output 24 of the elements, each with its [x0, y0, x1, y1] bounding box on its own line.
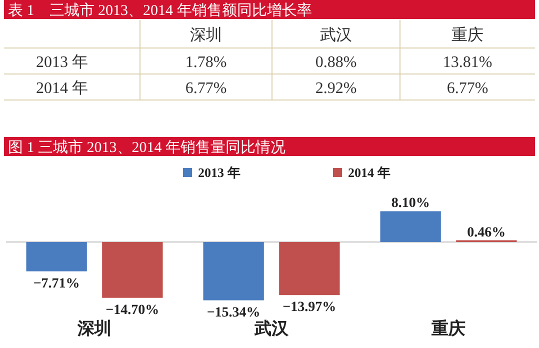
data-label: −13.97%	[282, 300, 336, 316]
data-label: 13.81%	[442, 54, 492, 71]
x-tick-label: 武汉	[254, 319, 290, 339]
data-label: −15.34%	[206, 305, 260, 320]
data-label: −7.71%	[33, 276, 80, 292]
data-label: 6.77%	[185, 80, 227, 97]
x-tick-label: 重庆	[430, 319, 466, 339]
data-label: 0.88%	[315, 54, 357, 71]
legend-label: 2013 年	[198, 165, 240, 180]
category-label: 深圳	[190, 26, 222, 44]
chart-title: 图 1 三城市 2013、2014 年销售量同比情况	[8, 139, 286, 156]
text: 2013 年	[36, 54, 88, 71]
legend-label: 2014 年	[348, 165, 390, 180]
category-label: 重庆	[452, 26, 484, 44]
data-label: −14.70%	[106, 302, 160, 318]
data-label: 6.77%	[446, 80, 488, 97]
data-label: 2.92%	[315, 80, 357, 97]
data-label: 1.78%	[185, 54, 227, 71]
x-tick-label: 深圳	[76, 319, 112, 339]
data-label: 0.46%	[467, 225, 506, 240]
text: 表 1 三城市 2013、2014 年销售额同比增长率	[8, 2, 312, 19]
data-label: 8.10%	[391, 196, 430, 212]
category-label: 武汉	[320, 26, 352, 44]
text: 2014 年	[36, 80, 88, 97]
